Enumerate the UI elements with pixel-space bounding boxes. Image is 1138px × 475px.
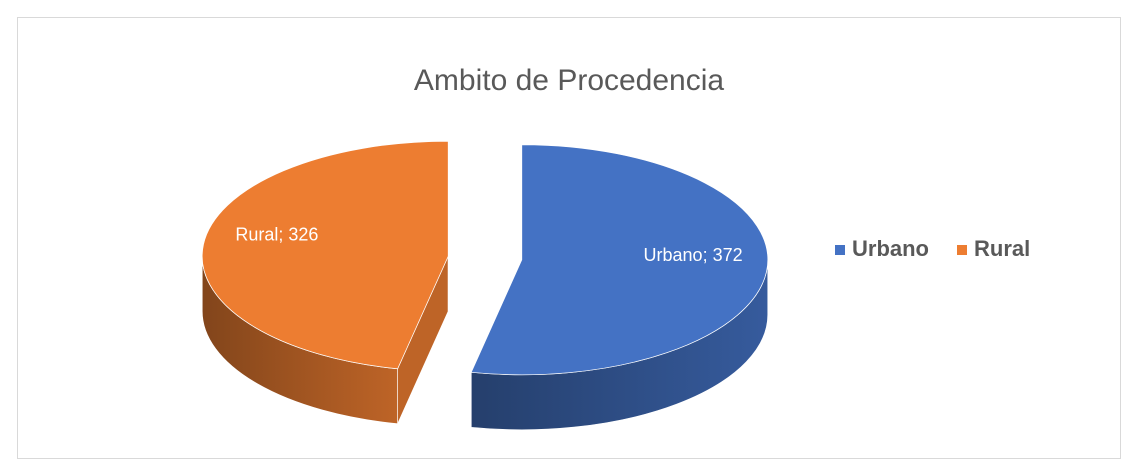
data-label: Rural; 326 <box>235 225 318 245</box>
slice-group: Urbano; 372 <box>470 144 769 431</box>
legend-marker <box>957 245 967 255</box>
data-label: Urbano; 372 <box>644 245 743 265</box>
chart-title: Ambito de Procedencia <box>414 64 724 97</box>
legend-label: Urbano <box>852 236 929 261</box>
slice <box>470 144 769 376</box>
legend-marker <box>835 245 845 255</box>
slice <box>201 140 449 370</box>
slice-group: Rural; 326 <box>201 140 449 425</box>
legend-label: Rural <box>974 236 1030 261</box>
